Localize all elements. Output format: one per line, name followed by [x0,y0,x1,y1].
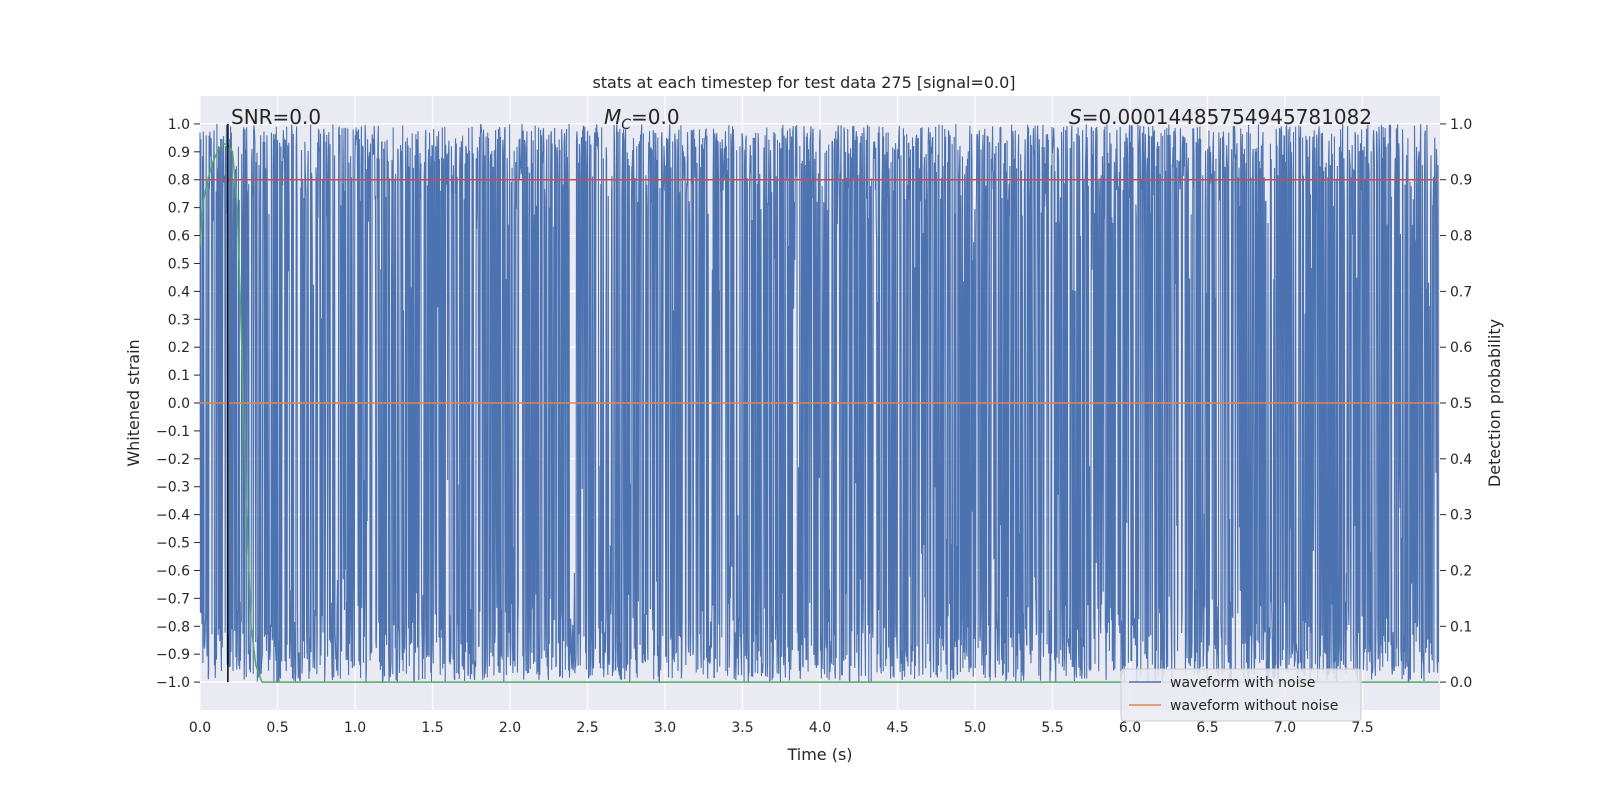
legend-label-clean: waveform without noise [1170,698,1338,714]
left-tick-label: 0.1 [168,368,190,384]
x-tick-label: 0.5 [266,720,288,736]
right-tick-label: 0.7 [1450,284,1472,300]
right-tick-label: 0.8 [1450,229,1472,245]
right-tick-label: 0.4 [1450,452,1472,468]
right-tick-label: 0.5 [1450,396,1472,412]
snr-annotation: SNR=0.0 [231,105,321,129]
chirp-mass-annotation: MC=0.0 [604,105,680,133]
left-tick-label: 0.4 [168,284,190,300]
right-axis-ticks: 1.0 0.9 0.8 0.7 0.6 0.5 0.4 0.3 0.2 0.1 0.0 [1440,117,1472,691]
left-tick-label: −0.8 [156,619,190,635]
x-tick-label: 3.5 [731,720,753,736]
chirp-mass-value: =0.0 [631,105,680,129]
x-tick-label: 6.0 [1119,720,1141,736]
left-tick-label: 0.2 [168,340,190,356]
left-tick-label: 0.8 [168,173,190,189]
x-tick-label: 4.0 [809,720,831,736]
left-tick-label: 0.5 [168,256,190,272]
left-tick-label: 0.9 [168,145,190,161]
right-tick-label: 0.9 [1450,173,1472,189]
left-tick-label: −0.5 [156,536,190,552]
x-tick-label: 3.0 [654,720,676,736]
left-tick-label: 0.3 [168,312,190,328]
left-tick-label: 1.0 [168,117,190,133]
left-tick-label: −0.1 [156,424,190,440]
x-tick-label: 0.0 [189,720,211,736]
right-tick-label: 0.0 [1450,675,1472,691]
right-tick-label: 0.6 [1450,340,1472,356]
x-tick-label: 2.5 [576,720,598,736]
left-tick-label: −0.7 [156,591,190,607]
left-tick-label: −1.0 [156,675,190,691]
right-tick-label: 0.1 [1450,619,1472,635]
right-tick-label: 0.3 [1450,508,1472,524]
x-axis-ticks: 0.0 0.5 1.0 1.5 2.0 2.5 3.0 3.5 4.0 4.5 5.0 5.5 6.0 6… [189,720,1374,736]
left-axis-ticks: 1.0 0.9 0.8 0.7 0.6 0.5 0.4 0.3 0.2 0.1 0.0 −0.1 −0.… [156,117,200,691]
right-tick-label: 0.2 [1450,563,1472,579]
left-tick-label: 0.7 [168,201,190,217]
detection-probability-line [199,142,1439,683]
noise-waveform-path [199,123,1439,684]
score-symbol: S [1069,105,1082,129]
x-tick-label: 1.0 [344,720,366,736]
left-tick-label: 0.0 [168,396,190,412]
left-tick-label: −0.4 [156,508,190,524]
left-axis-label: Whitened strain [124,339,143,466]
left-tick-label: −0.3 [156,480,190,496]
chirp-mass-subscript: C [621,117,631,133]
x-tick-label: 7.0 [1274,720,1296,736]
right-tick-label: 1.0 [1450,117,1472,133]
legend: waveform with noise waveform without noi… [1120,668,1362,722]
noise-waveform [199,123,1439,684]
left-tick-label: −0.6 [156,563,190,579]
left-tick-label: 0.6 [168,229,190,245]
x-tick-label: 4.5 [886,720,908,736]
left-tick-label: −0.9 [156,647,190,663]
x-tick-label: 2.0 [499,720,521,736]
x-tick-label: 6.5 [1196,720,1218,736]
x-axis-label: Time (s) [786,745,852,764]
x-tick-label: 7.5 [1351,720,1373,736]
x-tick-label: 1.5 [421,720,443,736]
legend-box [1120,668,1362,722]
x-tick-label: 5.5 [1041,720,1063,736]
legend-label-noise: waveform with noise [1170,675,1315,691]
chart-title: stats at each timestep for test data 275… [592,73,1015,92]
chirp-mass-symbol: M [604,105,621,129]
right-axis-label: Detection probability [1485,319,1504,487]
x-tick-label: 5.0 [964,720,986,736]
score-annotation: S=0.00014485754945781082 [1069,105,1372,129]
score-value: =0.00014485754945781082 [1082,105,1372,129]
left-tick-label: −0.2 [156,452,190,468]
